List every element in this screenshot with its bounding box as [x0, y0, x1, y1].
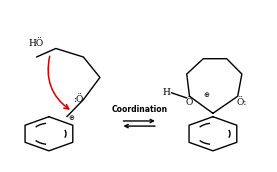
Text: H: H: [162, 88, 170, 97]
Text: ⊕: ⊕: [68, 115, 74, 121]
Text: Coordination: Coordination: [111, 105, 167, 114]
Text: HÖ: HÖ: [29, 39, 44, 49]
Text: Ö: Ö: [186, 98, 193, 107]
Text: Ö:: Ö:: [237, 98, 247, 107]
Text: ⊕: ⊕: [203, 92, 209, 98]
Text: :Ö: :Ö: [73, 95, 83, 104]
